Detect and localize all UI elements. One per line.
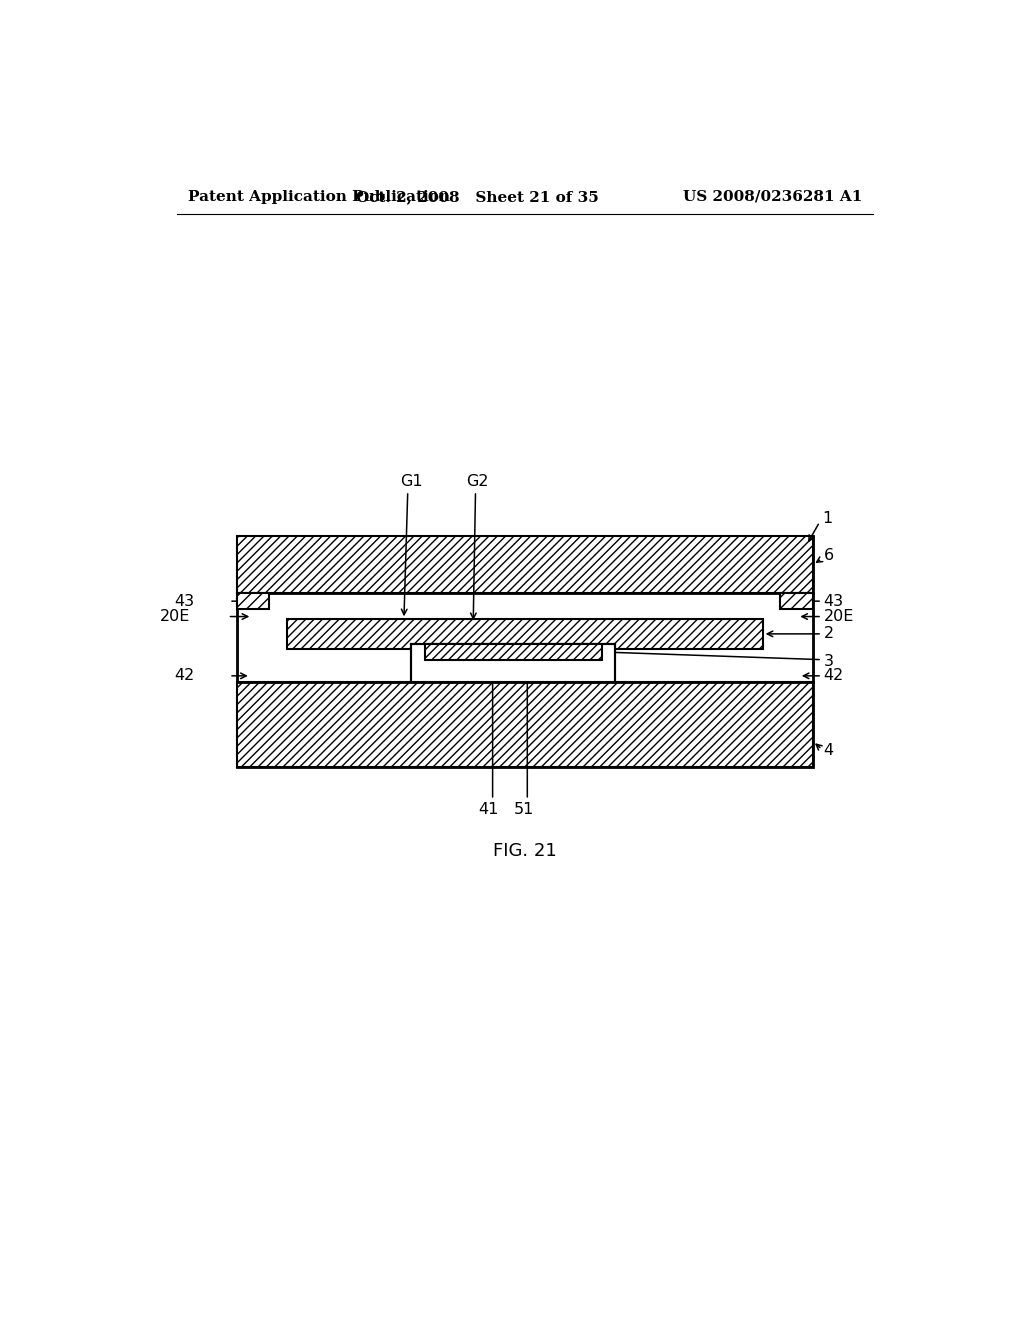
Text: 20E: 20E (823, 609, 854, 624)
Bar (237, 594, 269, 609)
Text: Oct. 2, 2008   Sheet 21 of 35: Oct. 2, 2008 Sheet 21 of 35 (355, 190, 598, 203)
Bar (425, 644, 602, 660)
Text: 2: 2 (823, 627, 834, 642)
Text: 6: 6 (823, 548, 834, 564)
Bar (237, 536, 813, 594)
Bar (412, 644, 615, 682)
Text: 51: 51 (513, 801, 534, 817)
Text: G2: G2 (466, 474, 488, 490)
Text: 43: 43 (174, 594, 195, 609)
Text: Patent Application Publication: Patent Application Publication (188, 190, 451, 203)
Text: 42: 42 (174, 668, 195, 684)
Bar (237, 536, 813, 767)
Text: 4: 4 (823, 743, 834, 759)
Text: US 2008/0236281 A1: US 2008/0236281 A1 (683, 190, 862, 203)
Text: 20E: 20E (160, 609, 190, 624)
Bar (237, 682, 813, 767)
Text: 1: 1 (822, 511, 833, 527)
Bar (780, 594, 813, 609)
Bar (287, 619, 763, 648)
Text: 41: 41 (478, 801, 499, 817)
Text: FIG. 21: FIG. 21 (493, 842, 557, 861)
Text: 3: 3 (823, 653, 834, 669)
Text: 42: 42 (823, 668, 844, 684)
Text: G1: G1 (400, 474, 423, 490)
Text: 43: 43 (823, 594, 844, 609)
